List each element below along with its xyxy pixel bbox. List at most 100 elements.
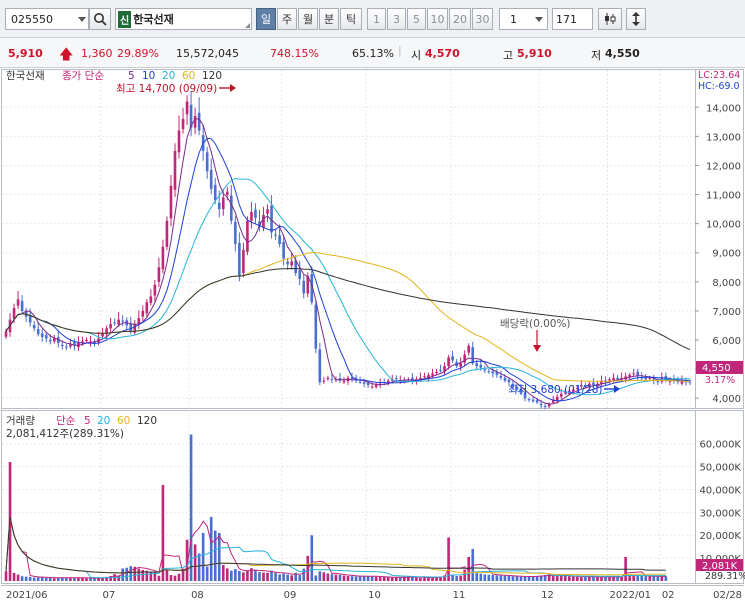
- volume-bar: [52, 578, 56, 581]
- interval-select[interactable]: 1: [499, 8, 548, 30]
- volume-tick-label: 30,000K: [699, 508, 741, 519]
- volume-bar: [270, 570, 273, 581]
- candle-body: [282, 241, 285, 259]
- volume-bar: [563, 575, 567, 581]
- candle-body: [169, 185, 173, 219]
- candle-body: [69, 344, 72, 347]
- last-volume-value: 2,081K: [702, 561, 738, 572]
- stock-chart[interactable]: 4,0005,0006,0007,0008,0009,00010,00011,0…: [0, 68, 745, 603]
- search-button[interactable]: [89, 8, 111, 30]
- price-legend-ma10: 10: [142, 70, 155, 82]
- volume-bar: [238, 570, 241, 581]
- candle-body: [680, 380, 684, 384]
- volume-bar: [652, 576, 656, 581]
- volume-bar: [495, 575, 499, 581]
- volume-ma120-line: [5, 516, 666, 574]
- ma10-line: [5, 137, 691, 402]
- volume-bar: [656, 576, 660, 581]
- period-tab-day[interactable]: 일: [256, 8, 276, 30]
- candle-body: [688, 381, 692, 383]
- volume-legend-ma5: 5: [84, 415, 91, 427]
- price-tick-label: 11,000: [706, 191, 741, 202]
- volume-bar: [576, 576, 579, 581]
- volume-bar: [133, 566, 137, 581]
- period-tab-week[interactable]: 주: [277, 8, 297, 30]
- volume-ratio: 748.15%: [270, 47, 319, 60]
- period-tab-tick[interactable]: 틱: [340, 8, 362, 30]
- volume-bar: [539, 575, 543, 581]
- price-legend-ma-label: 종가 단순: [62, 70, 104, 82]
- volume-bar: [197, 553, 201, 581]
- interval-button-1[interactable]: 1: [367, 8, 386, 30]
- price-tick-label: 9,000: [712, 249, 741, 260]
- candle-style-button[interactable]: [598, 8, 622, 30]
- candle-body: [137, 318, 141, 324]
- volume-bar: [491, 575, 495, 581]
- volume-bar: [181, 568, 185, 581]
- volume-bar: [415, 577, 418, 581]
- volume-bar: [149, 571, 153, 581]
- volume-bar: [298, 575, 302, 581]
- period-tab-month[interactable]: 월: [298, 8, 318, 30]
- date-tick-label: 02: [662, 590, 675, 601]
- period-tab-minute[interactable]: 분: [319, 8, 339, 30]
- candle-body: [242, 249, 245, 274]
- candle-body: [209, 169, 213, 189]
- candle-body: [374, 385, 378, 388]
- interval-button-10[interactable]: 10: [427, 8, 448, 30]
- volume-bar: [338, 574, 342, 581]
- candle-body: [507, 379, 511, 383]
- candle-body: [608, 379, 611, 381]
- volume-legend-ma120: 120: [137, 415, 157, 427]
- volume-bar: [278, 574, 281, 581]
- interval-button-30[interactable]: 30: [472, 8, 493, 30]
- volume-panel[interactable]: [1, 410, 696, 584]
- volume-bar: [306, 555, 310, 581]
- candle-body: [177, 130, 181, 153]
- stock-name-field[interactable]: 신 한국선재: [115, 8, 252, 30]
- volume-bar: [44, 577, 48, 581]
- volume-bar: [12, 572, 16, 581]
- low-label: 저: [591, 49, 602, 62]
- volume-bar: [185, 539, 189, 581]
- chevron-down-icon[interactable]: [535, 17, 543, 22]
- price-panel[interactable]: [1, 69, 696, 409]
- candle-body: [65, 346, 68, 348]
- chevron-down-icon[interactable]: [78, 17, 86, 22]
- interval-button-20[interactable]: 20: [449, 8, 471, 30]
- interval-button-3[interactable]: 3: [387, 8, 406, 30]
- volume-bar: [580, 576, 583, 581]
- volume-bar: [407, 576, 410, 581]
- candle-body: [503, 377, 507, 381]
- candle-body: [16, 299, 20, 306]
- volume-tick-label: 50,000K: [699, 463, 741, 474]
- low-annotation: 최저 3,680 (01/28): [508, 384, 603, 396]
- volume-bar: [451, 575, 454, 581]
- volume-bar: [85, 578, 88, 581]
- current-price: 5,910: [8, 47, 43, 60]
- candle-body: [447, 357, 450, 367]
- candle-body: [185, 101, 189, 115]
- low-arrow-icon: [604, 385, 620, 393]
- volume-bar: [217, 532, 221, 581]
- candle-body: [121, 320, 124, 322]
- candle-body: [44, 334, 48, 339]
- interval-button-5[interactable]: 5: [407, 8, 426, 30]
- count-input[interactable]: 171: [552, 8, 593, 30]
- candle-body: [551, 399, 555, 403]
- volume-bar: [354, 576, 358, 581]
- candle-body: [81, 341, 84, 343]
- candle-body: [262, 214, 265, 228]
- volume-bar: [330, 574, 334, 581]
- stock-code-input[interactable]: 025550: [5, 8, 89, 30]
- vertical-scale-button[interactable]: [626, 8, 646, 30]
- volume-ma20-line: [5, 516, 666, 579]
- volume-bar: [201, 532, 205, 581]
- volume-bar: [394, 577, 398, 581]
- volume-bar: [527, 576, 531, 581]
- high-label: 고: [503, 49, 514, 62]
- volume-bar: [28, 576, 32, 581]
- lc-label: LC:23.64: [698, 70, 740, 81]
- candle-body: [225, 191, 229, 195]
- volume-bar: [620, 576, 623, 581]
